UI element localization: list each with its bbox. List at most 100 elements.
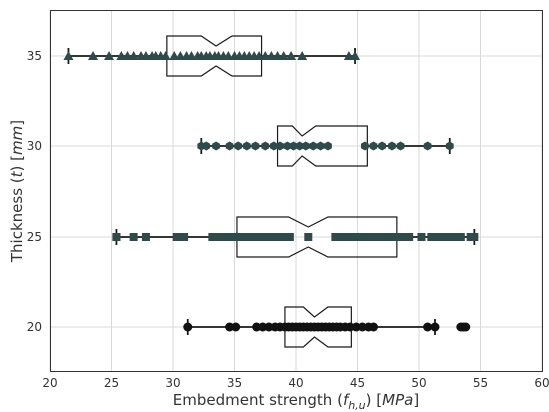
data-point-square <box>141 233 150 241</box>
x-tick-labels: 20 25 30 35 40 45 50 55 60 <box>42 376 549 390</box>
x-tick-label: 45 <box>350 376 365 390</box>
data-point-hexagon <box>423 141 432 151</box>
notched-box <box>284 306 352 348</box>
data-point-hexagon <box>309 141 318 151</box>
data-point-square <box>434 233 443 241</box>
data-point-triangle <box>160 51 171 60</box>
data-point-hexagon <box>316 141 325 151</box>
data-point-hexagon <box>276 141 284 151</box>
data-point-hexagon <box>396 141 405 151</box>
x-tick-label: 30 <box>165 376 180 390</box>
data-point-circle <box>183 322 193 332</box>
data-point-square <box>470 233 479 241</box>
data-point-circle <box>351 322 361 332</box>
data-point-square <box>285 233 294 241</box>
data-point-hexagon <box>369 141 378 151</box>
y-axis-label: Thickness (t) [mm] <box>8 120 26 263</box>
x-tick-label: 20 <box>42 376 57 390</box>
data-point-square <box>346 233 355 241</box>
data-point-hexagon <box>289 141 298 151</box>
data-point-circle <box>461 322 471 332</box>
data-point-square <box>129 233 138 241</box>
data-point-square <box>390 233 399 241</box>
data-point-hexagon <box>324 141 332 151</box>
data-point-square <box>331 233 340 241</box>
data-point-hexagon <box>202 141 211 151</box>
data-point-hexagon <box>234 141 243 151</box>
data-point-square <box>229 233 238 241</box>
data-point-square <box>397 233 406 241</box>
data-point-square <box>242 233 251 241</box>
data-point-square <box>456 233 465 241</box>
x-tick-label: 60 <box>534 376 549 390</box>
y-tick-labels: 35 30 25 20 <box>27 49 42 334</box>
notched-box <box>166 35 263 77</box>
data-point-square <box>353 233 362 241</box>
data-point-hexagon <box>225 141 234 151</box>
data-point-square <box>264 233 273 241</box>
data-point-square <box>180 233 189 241</box>
data-point-circle <box>368 322 378 332</box>
x-tick-label: 50 <box>411 376 426 390</box>
data-point-square <box>449 233 458 241</box>
data-point-square <box>250 233 259 241</box>
data-point-triangle <box>63 51 74 60</box>
x-axis-label: Embedment strength (fh,u) [MPa] <box>173 391 419 412</box>
x-tick-label: 35 <box>227 376 242 390</box>
notched-box <box>276 125 368 167</box>
data-point-square <box>383 233 392 241</box>
x-tick-label: 25 <box>104 376 119 390</box>
data-points <box>63 51 479 332</box>
data-point-square <box>368 233 377 241</box>
data-point-square <box>375 233 384 241</box>
data-point-square <box>442 233 451 241</box>
data-point-square <box>405 233 414 241</box>
data-point-hexagon <box>283 141 292 151</box>
data-point-circle <box>345 322 355 332</box>
data-point-hexagon <box>261 141 270 151</box>
data-point-triangle <box>104 51 115 60</box>
y-tick-label: 25 <box>27 230 42 244</box>
data-point-square <box>427 233 436 241</box>
y-tick-label: 35 <box>27 49 42 63</box>
data-point-square <box>278 233 287 241</box>
x-tick-label: 55 <box>473 376 488 390</box>
boxes <box>67 35 476 348</box>
data-point-hexagon <box>269 141 278 151</box>
data-point-square <box>112 233 121 241</box>
data-point-triangle <box>88 51 99 60</box>
data-point-hexagon <box>242 141 251 151</box>
data-point-square <box>208 233 217 241</box>
data-point-circle <box>231 322 241 332</box>
data-point-hexagon <box>378 141 386 151</box>
x-tick-label: 40 <box>288 376 303 390</box>
plot-frame <box>50 10 543 372</box>
data-point-hexagon <box>388 141 396 151</box>
data-point-square <box>223 233 232 241</box>
data-point-circle <box>225 322 235 332</box>
data-point-square <box>236 233 245 241</box>
data-point-square <box>215 233 224 241</box>
data-point-square <box>304 233 313 241</box>
data-point-square <box>338 233 347 241</box>
data-point-hexagon <box>301 141 310 151</box>
data-point-circle <box>258 322 268 332</box>
data-point-hexagon <box>251 141 260 151</box>
data-point-triangle <box>278 51 289 60</box>
data-point-square <box>272 233 281 241</box>
data-point-square <box>360 233 369 241</box>
data-point-hexagon <box>295 141 304 151</box>
data-point-triangle <box>128 51 139 60</box>
data-point-hexagon <box>360 141 369 151</box>
data-point-circle <box>264 322 274 332</box>
data-point-square <box>172 233 181 241</box>
data-point-circle <box>423 322 433 332</box>
notched-box <box>236 216 398 258</box>
y-tick-label: 20 <box>27 320 42 334</box>
data-point-circle <box>430 322 440 332</box>
gridlines <box>49 10 543 371</box>
data-point-triangle <box>350 51 361 60</box>
data-point-circle <box>252 322 262 332</box>
data-point-circle <box>357 322 367 332</box>
